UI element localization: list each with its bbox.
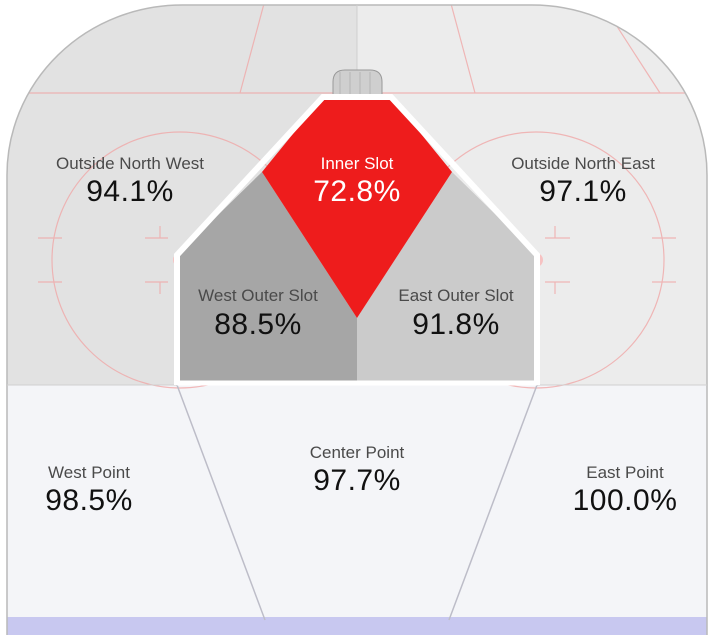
zone-east-outer-slot[interactable] [357, 172, 537, 382]
center-point-label: Center Point [309, 443, 405, 462]
west-point-label: West Point [48, 463, 130, 482]
point-dividers [176, 384, 538, 621]
outside-north-west-label: Outside North West [55, 154, 205, 173]
inner-slot-value: 72.8% [313, 175, 401, 208]
east-point-value: 100.0% [572, 484, 678, 517]
outside-north-east-value: 97.1% [539, 175, 627, 208]
west-outer-slot-label: West Outer Slot [198, 286, 318, 305]
slot-outline [174, 94, 540, 385]
east-outer-slot-value: 91.8% [412, 308, 500, 341]
blue-line [7, 617, 707, 635]
zone-inner-slot[interactable] [262, 97, 452, 318]
zone-west-point[interactable] [0, 385, 1, 386]
west-outer-slot-value: 88.5% [214, 308, 302, 341]
zone-west-outer-slot[interactable] [177, 172, 357, 382]
west-point-value: 98.5% [45, 484, 133, 517]
outside-north-west-value: 94.1% [86, 175, 174, 208]
center-point-value: 97.7% [313, 464, 401, 497]
outside-north-east-label: Outside North East [511, 154, 655, 173]
inner-slot-label: Inner Slot [320, 154, 394, 173]
point-area [7, 385, 707, 635]
east-outer-slot-label: East Outer Slot [398, 286, 514, 305]
east-point-label: East Point [586, 463, 664, 482]
